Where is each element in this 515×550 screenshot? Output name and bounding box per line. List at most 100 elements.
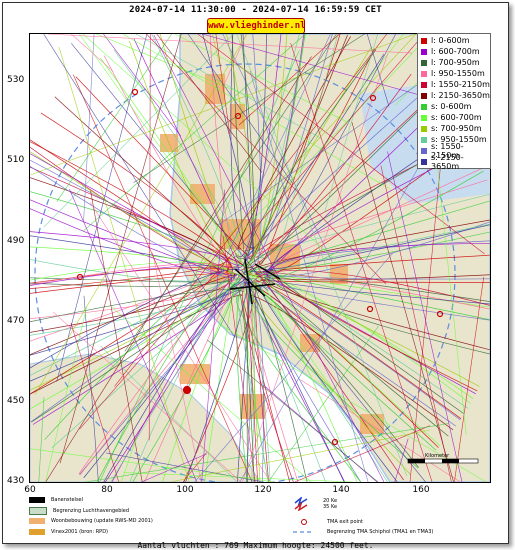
flight-track <box>73 74 253 482</box>
flight-track <box>361 34 404 88</box>
flight-track <box>110 330 202 482</box>
flight-track-map[interactable]: Kilometer <box>29 33 491 483</box>
flight-track <box>52 311 242 482</box>
flight-track <box>30 34 416 176</box>
flight-track <box>249 294 454 431</box>
runway <box>234 268 266 297</box>
flight-track <box>243 179 488 260</box>
flight-track <box>31 278 241 423</box>
flight-track <box>70 322 119 482</box>
flight-track <box>247 287 419 469</box>
airport-boundary-swatch <box>29 507 47 515</box>
flight-track <box>387 151 463 482</box>
flight-track <box>366 34 390 107</box>
flight-track <box>212 34 221 66</box>
flight-track <box>197 34 485 255</box>
flight-track <box>103 34 182 137</box>
legend-label: l: 950-1550m <box>431 69 485 78</box>
flight-track <box>30 289 244 323</box>
housing-swatch <box>29 518 45 524</box>
flight-track <box>79 34 349 412</box>
legend-item: l: 2150-3650m <box>418 90 490 101</box>
y-tick-490: 490 <box>7 236 25 246</box>
svg-text:Kilometer: Kilometer <box>425 453 450 459</box>
flight-track <box>237 277 250 482</box>
legend-swatch <box>421 92 427 99</box>
legend-label: l: 2150-3650m <box>431 91 490 100</box>
flight-track <box>99 49 300 482</box>
legend-swatch <box>421 37 427 44</box>
flight-track <box>111 274 237 482</box>
x-tick-160: 160 <box>412 485 430 495</box>
flight-track <box>96 281 233 482</box>
flight-track <box>120 436 138 482</box>
legend-label: s: 600-700m <box>431 113 482 122</box>
flight-summary-footer: Aantal vluchten : 769 Maximum hoogte: 24… <box>137 541 374 550</box>
flight-track <box>351 122 454 482</box>
flight-track <box>83 34 95 223</box>
legend-item: s: 0-600m <box>418 101 490 112</box>
flight-track <box>201 189 225 482</box>
flight-track <box>43 34 234 228</box>
flight-track <box>267 325 379 482</box>
key-vinex: Vinex2001 (bron: RPD) <box>29 529 108 535</box>
legend-swatch <box>421 136 427 143</box>
flight-track <box>71 34 114 72</box>
flight-track <box>253 167 483 274</box>
flight-track <box>290 43 433 482</box>
flight-track <box>203 34 431 272</box>
flight-track <box>30 261 232 281</box>
legend-swatch <box>421 70 427 77</box>
runway <box>229 283 276 290</box>
flight-track <box>197 34 417 271</box>
tma-boundary-icon <box>293 531 313 533</box>
flight-track <box>69 188 198 482</box>
flight-track <box>251 34 288 259</box>
x-tick-100: 100 <box>176 485 194 495</box>
site-logo-badge[interactable]: www.vlieghinder.nl <box>207 18 306 34</box>
flight-track <box>242 53 389 482</box>
vinex-swatch <box>29 529 45 535</box>
legend-swatch <box>421 103 427 110</box>
legend-label: s: 700-950m <box>431 124 482 133</box>
flight-track <box>454 277 484 482</box>
flight-track <box>244 278 345 482</box>
flight-track <box>187 34 293 183</box>
key-noise-contour: 20 Ke 35 Ke <box>293 497 337 511</box>
flight-track <box>34 34 248 395</box>
flight-track <box>270 34 339 284</box>
flight-track <box>133 34 365 183</box>
tma-exit-points <box>76 88 444 446</box>
scale-bar: Kilometer <box>407 453 479 464</box>
x-tick-80: 80 <box>101 485 113 495</box>
flight-track <box>235 34 254 260</box>
flight-track <box>79 34 425 430</box>
flight-track <box>30 141 232 268</box>
flight-track <box>56 34 148 382</box>
x-tick-60: 60 <box>24 485 36 495</box>
flight-track <box>30 274 219 395</box>
x-tick-140: 140 <box>332 485 350 495</box>
flight-track <box>141 453 207 482</box>
noise-contour-icon <box>294 497 308 511</box>
legend-item: l: 950-1550m <box>418 68 490 79</box>
flight-track <box>238 36 351 250</box>
y-tick-430: 430 <box>7 476 25 486</box>
flight-track <box>225 34 331 259</box>
flight-track <box>30 273 241 410</box>
flight-track <box>30 274 233 287</box>
altitude-legend: l: 0-600m l: 600-700m l: 700-950m l: 950-15… <box>417 33 491 171</box>
flight-track <box>247 34 333 268</box>
tma-boundary <box>34 63 456 482</box>
flight-track <box>83 295 99 482</box>
legend-item: l: 600-700m <box>418 46 490 57</box>
flight-track <box>254 280 462 419</box>
time-range-header: 2024-07-14 11:30:00 - 2024-07-14 16:59:5… <box>129 5 382 15</box>
flight-track <box>300 379 461 482</box>
legend-swatch <box>421 48 427 55</box>
flight-track <box>45 56 312 482</box>
flight-track <box>83 34 306 232</box>
legend-item: s: 2150-3650m <box>418 153 490 171</box>
flight-track <box>264 276 441 447</box>
flight-track <box>236 283 251 482</box>
